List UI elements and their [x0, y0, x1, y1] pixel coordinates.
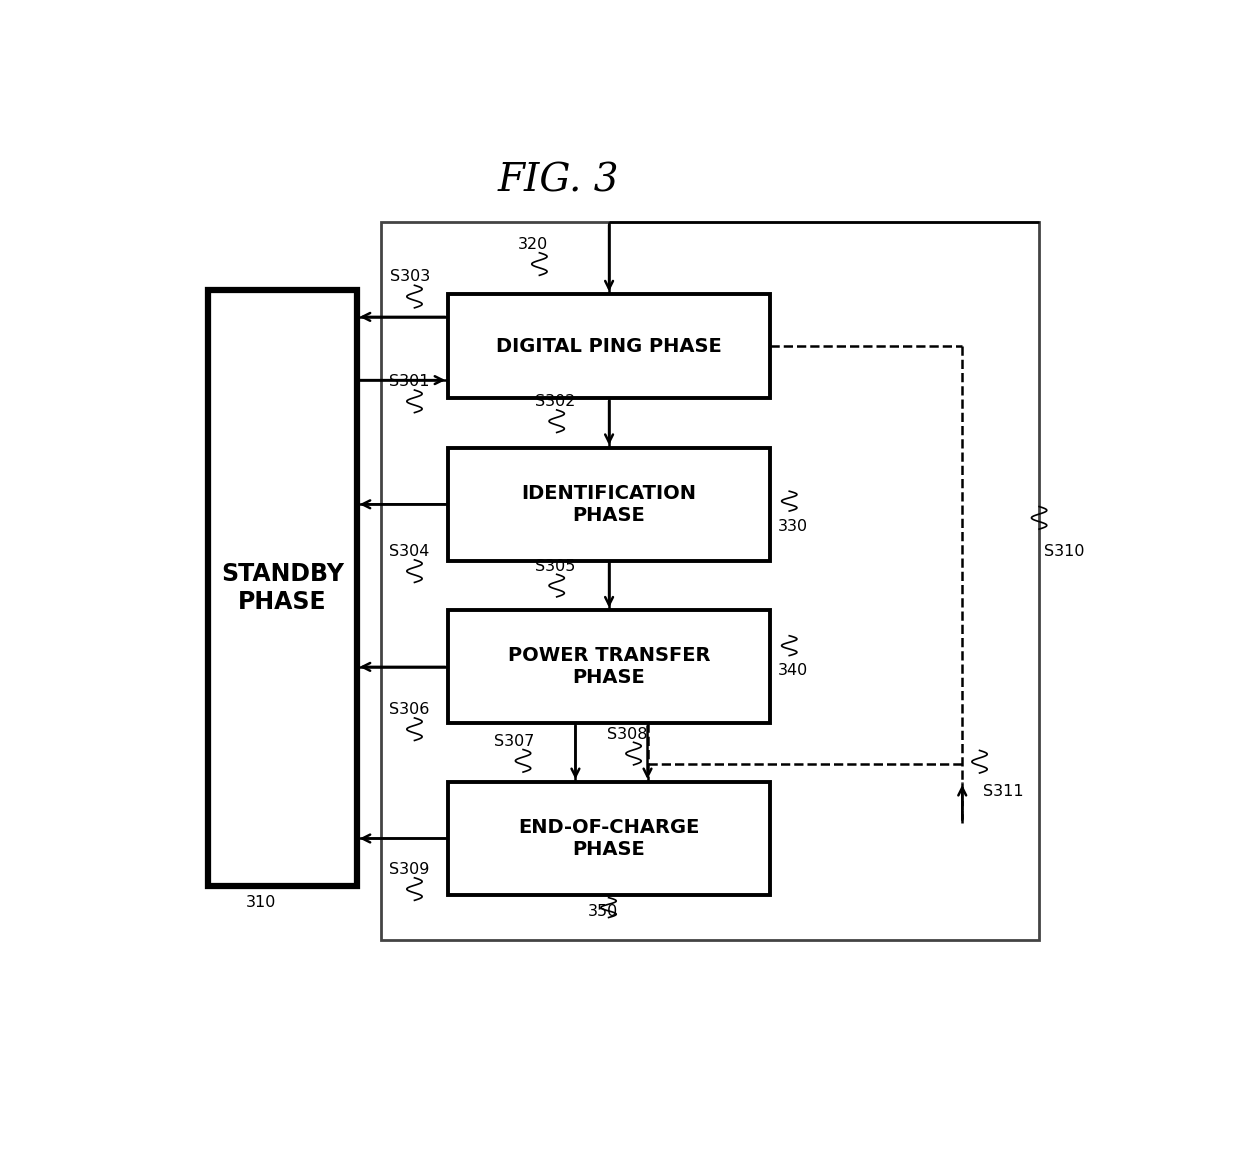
FancyBboxPatch shape: [448, 610, 770, 724]
Text: FIG. 3: FIG. 3: [498, 163, 619, 199]
Text: S310: S310: [1044, 544, 1085, 560]
FancyBboxPatch shape: [448, 294, 770, 398]
Text: S311: S311: [983, 784, 1024, 799]
Text: IDENTIFICATION
PHASE: IDENTIFICATION PHASE: [522, 483, 697, 524]
Text: S305: S305: [534, 558, 575, 574]
Text: STANDBY
PHASE: STANDBY PHASE: [221, 562, 343, 613]
Text: S303: S303: [391, 269, 430, 284]
Text: END-OF-CHARGE
PHASE: END-OF-CHARGE PHASE: [518, 818, 699, 859]
Text: 320: 320: [518, 237, 548, 252]
FancyBboxPatch shape: [208, 290, 357, 886]
FancyBboxPatch shape: [448, 782, 770, 895]
Text: S307: S307: [495, 734, 534, 748]
Text: S308: S308: [606, 727, 647, 741]
Text: 330: 330: [777, 518, 807, 534]
Text: S304: S304: [389, 544, 430, 560]
Text: 340: 340: [777, 664, 808, 678]
Text: DIGITAL PING PHASE: DIGITAL PING PHASE: [496, 337, 722, 355]
Text: S306: S306: [389, 703, 430, 718]
Text: 310: 310: [247, 895, 277, 910]
Text: S301: S301: [389, 374, 430, 389]
FancyBboxPatch shape: [448, 448, 770, 561]
Text: S302: S302: [534, 394, 575, 409]
Text: POWER TRANSFER
PHASE: POWER TRANSFER PHASE: [508, 646, 711, 687]
Text: 350: 350: [588, 903, 618, 918]
Text: S309: S309: [389, 862, 430, 877]
